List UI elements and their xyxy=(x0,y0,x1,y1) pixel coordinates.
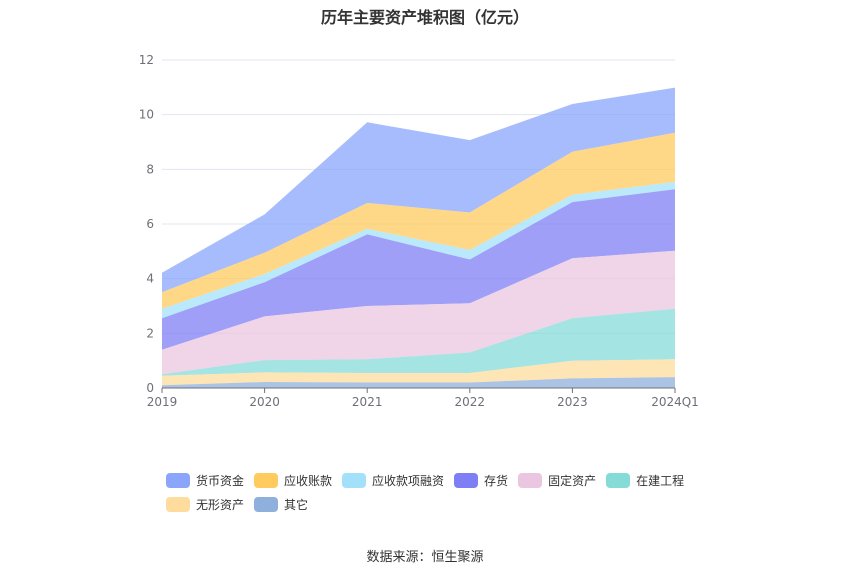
legend-swatch xyxy=(166,473,190,488)
area-货币资金 xyxy=(162,87,675,293)
legend-item[interactable]: 固定资产 xyxy=(518,472,596,489)
x-tick-label: 2019 xyxy=(147,395,178,409)
x-tick-label: 2024Q1 xyxy=(651,395,699,409)
area-series xyxy=(162,87,675,388)
y-tick-label: 10 xyxy=(139,108,154,122)
area-在建工程 xyxy=(162,308,675,376)
y-tick-label: 12 xyxy=(139,53,154,67)
y-tick-label: 2 xyxy=(146,326,154,340)
area-存货 xyxy=(162,189,675,350)
x-tick-label: 2021 xyxy=(352,395,383,409)
legend-item[interactable]: 无形资产 xyxy=(166,496,244,513)
legend-label: 其它 xyxy=(284,498,309,512)
area-无形资产 xyxy=(162,359,675,386)
legend-item[interactable]: 货币资金 xyxy=(166,472,244,489)
axes: 0 2 4 6 8 10 12 2019 2020 2021 2022 2023 2024Q1 xyxy=(139,53,699,409)
legend-label: 无形资产 xyxy=(196,498,245,512)
y-tick-label: 0 xyxy=(146,381,154,395)
legend-item[interactable]: 应收账款 xyxy=(254,472,332,489)
x-tick-label: 2020 xyxy=(249,395,280,409)
y-tick-label: 6 xyxy=(146,217,154,231)
legend-label: 在建工程 xyxy=(636,474,685,488)
legend-item[interactable]: 其它 xyxy=(254,496,308,513)
x-tick-label: 2023 xyxy=(557,395,588,409)
legend-swatch xyxy=(518,473,543,488)
legend-label: 应收账款 xyxy=(284,474,333,488)
legend-item[interactable]: 存货 xyxy=(454,472,508,489)
area-其它 xyxy=(162,377,675,388)
legend-swatch xyxy=(342,473,367,488)
legend-label: 货币资金 xyxy=(196,474,245,488)
legend: 货币资金 应收账款 应收款项融资 存货 固定资产 在建工程无形资产 其它 xyxy=(166,472,726,513)
y-tick-label: 8 xyxy=(146,162,154,176)
area-应收款项融资 xyxy=(162,181,675,319)
area-应收账款 xyxy=(162,132,675,309)
legend-swatch xyxy=(254,473,279,488)
legend-item[interactable]: 在建工程 xyxy=(606,472,684,489)
legend-item[interactable]: 应收款项融资 xyxy=(342,472,444,489)
source-note: 数据来源：恒生聚源 xyxy=(366,550,484,565)
chart-title: 历年主要资产堆积图（亿元） xyxy=(320,8,529,27)
legend-label: 应收款项融资 xyxy=(372,474,445,488)
legend-label: 固定资产 xyxy=(548,474,597,488)
legend-swatch xyxy=(166,497,190,512)
y-tick-label: 4 xyxy=(146,272,154,286)
area-固定资产 xyxy=(162,250,675,375)
legend-swatch xyxy=(254,497,279,512)
stacked-area-chart: 0 2 4 6 8 10 12 2019 2020 2021 2022 2023 2024Q1 xyxy=(139,53,699,409)
x-tick-label: 2022 xyxy=(455,395,486,409)
legend-label: 存货 xyxy=(484,474,509,488)
legend-swatch xyxy=(606,473,631,488)
legend-swatch xyxy=(454,473,479,488)
